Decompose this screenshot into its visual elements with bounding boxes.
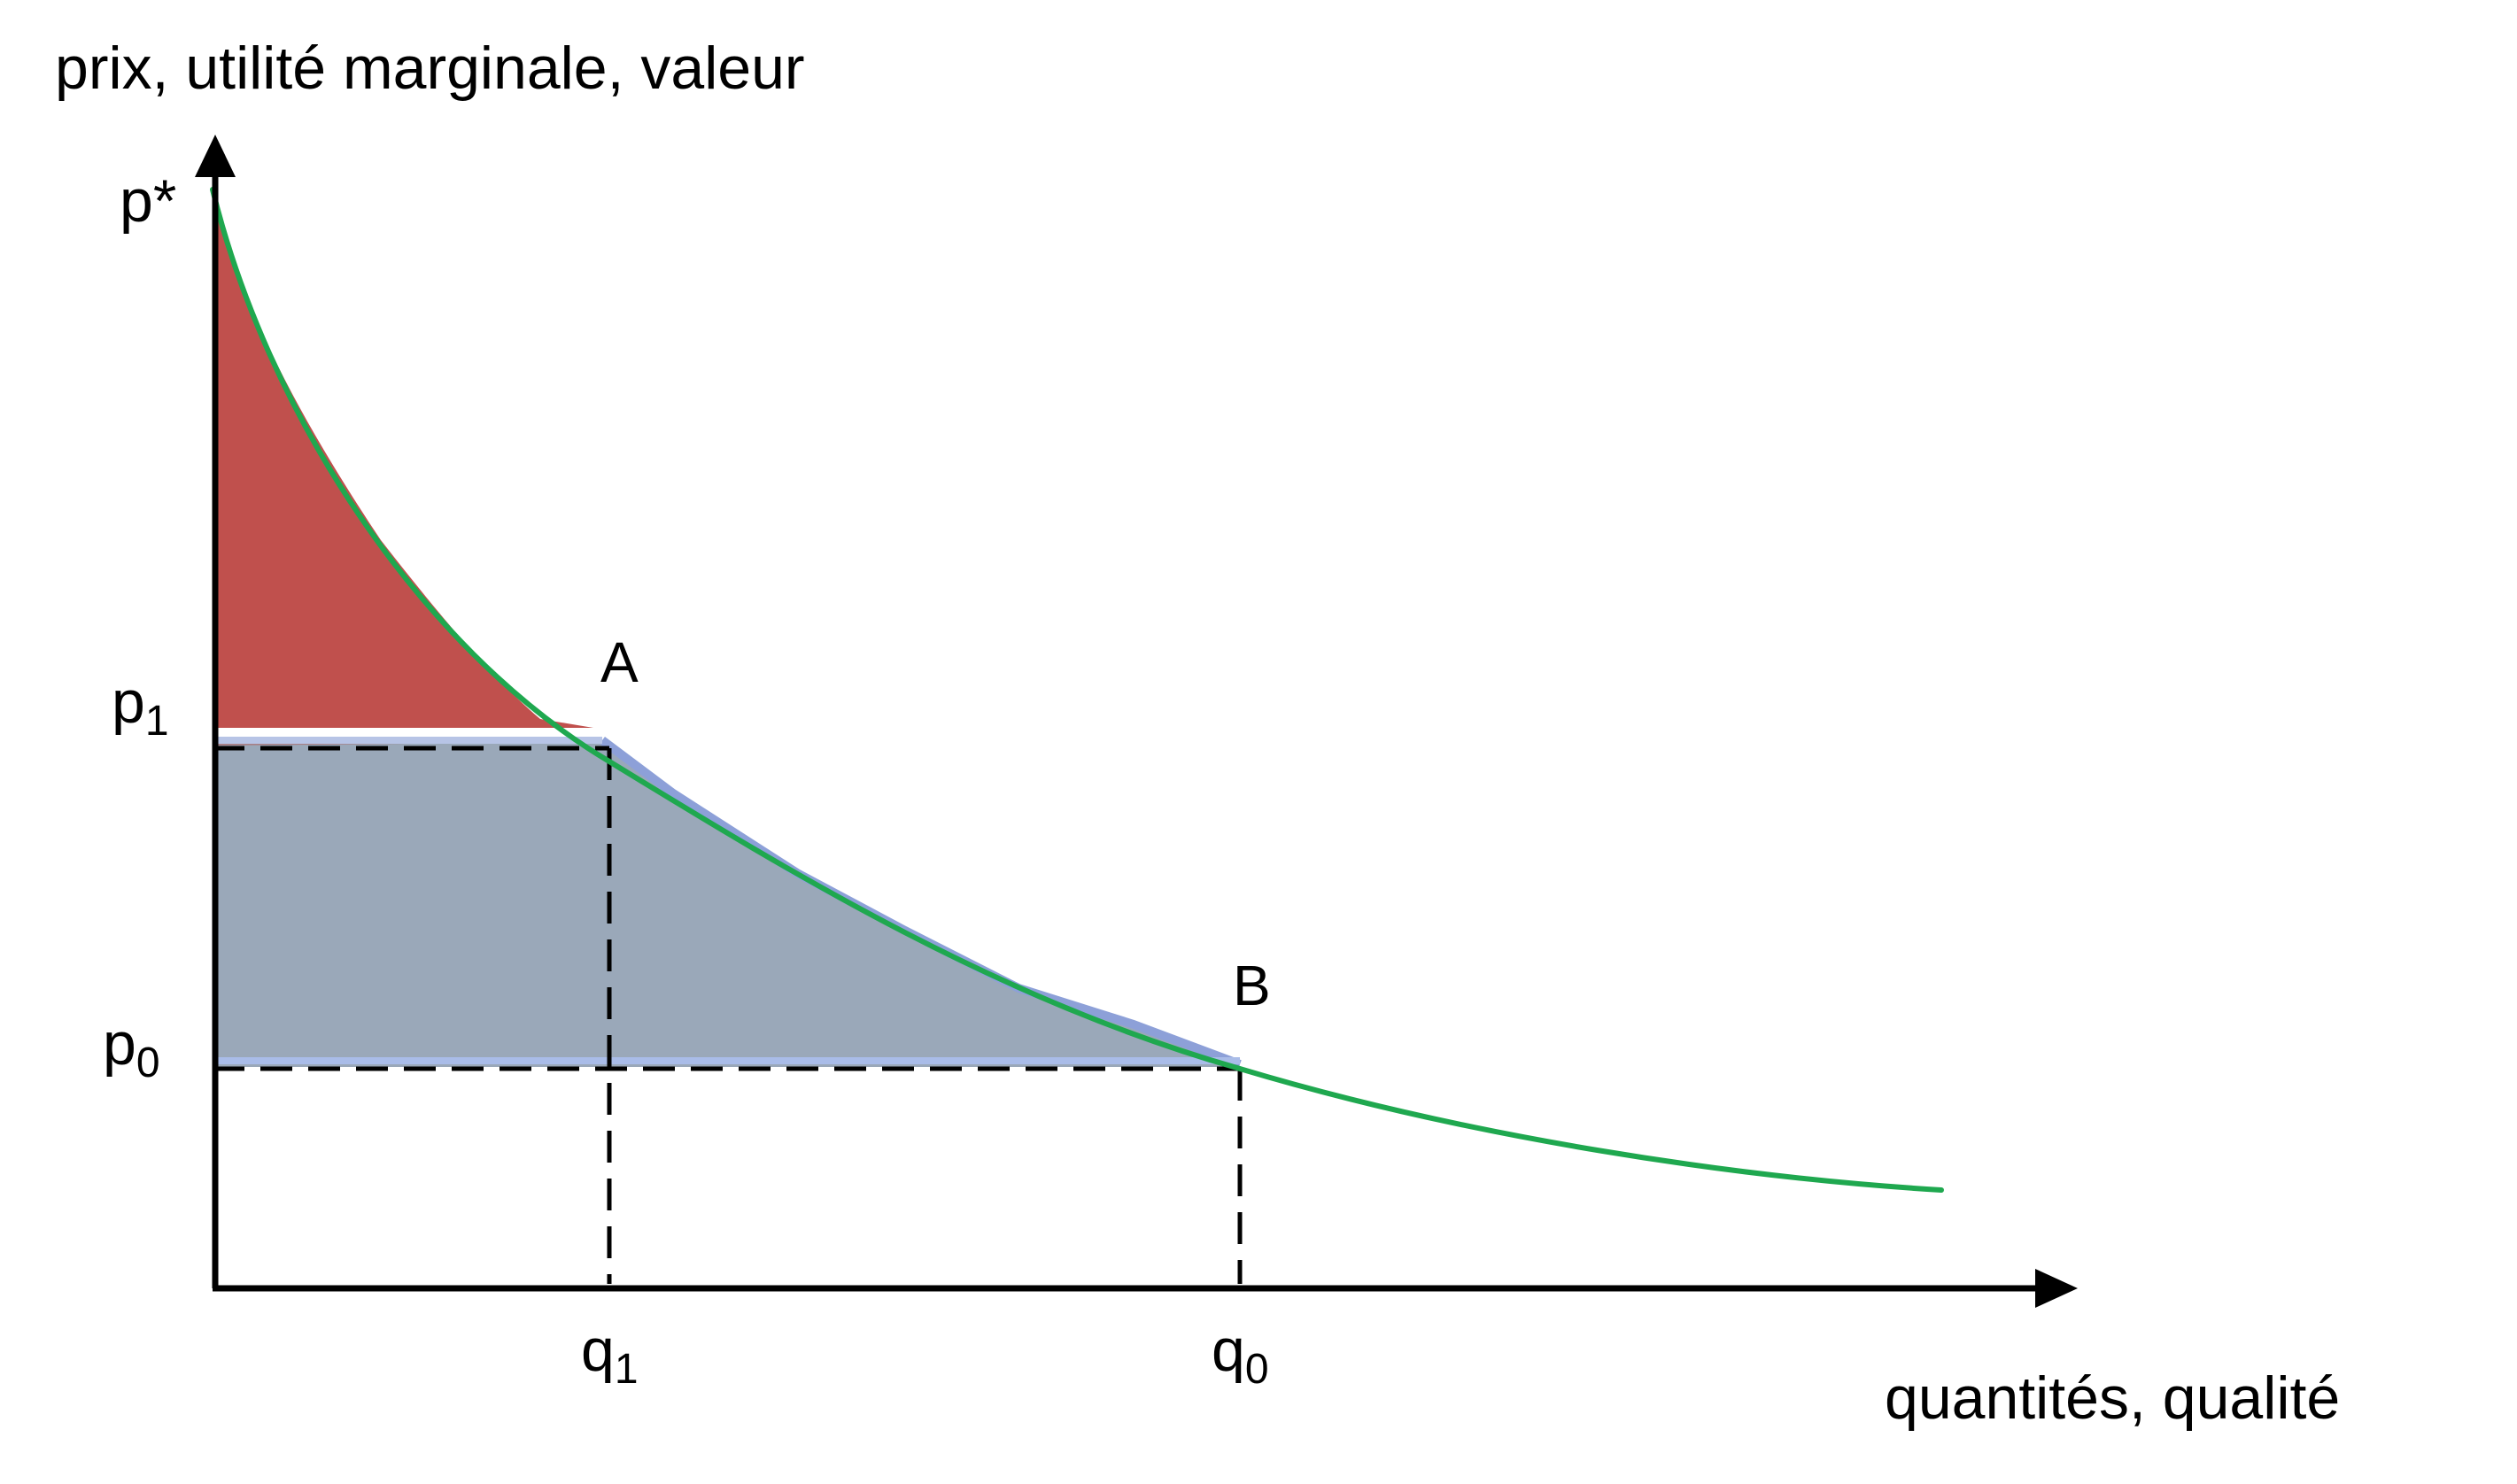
- dashed-guides: [213, 746, 1243, 1284]
- red-surplus-area: [213, 189, 593, 728]
- y-axis-arrowhead: [195, 135, 236, 177]
- point-b-label: B: [1233, 954, 1271, 1017]
- p0-subscript: 0: [136, 1040, 160, 1086]
- q0-subscript: 0: [1245, 1346, 1269, 1393]
- p1-label: p1: [112, 669, 169, 745]
- x-axis-title: quantités, qualité: [1885, 1364, 2340, 1432]
- p0-main: p: [103, 1010, 136, 1078]
- blue-grey-area: [217, 742, 1240, 1067]
- point-a-label: A: [600, 630, 639, 694]
- q1-label: q1: [581, 1317, 639, 1393]
- marginal-utility-curve: [210, 187, 1944, 1193]
- q0-main: q: [1212, 1317, 1245, 1384]
- y-axis-title: prix, utilité marginale, valeur: [55, 35, 805, 102]
- p-star-label: p*: [120, 167, 176, 235]
- q0-label: q0: [1212, 1317, 1269, 1393]
- x-axis-arrowhead: [2035, 1269, 2078, 1308]
- q1-subscript: 1: [615, 1346, 639, 1393]
- p1-subscript: 1: [145, 698, 169, 745]
- q1-main: q: [581, 1317, 615, 1384]
- p0-label: p0: [103, 1010, 160, 1086]
- p1-main: p: [112, 669, 145, 736]
